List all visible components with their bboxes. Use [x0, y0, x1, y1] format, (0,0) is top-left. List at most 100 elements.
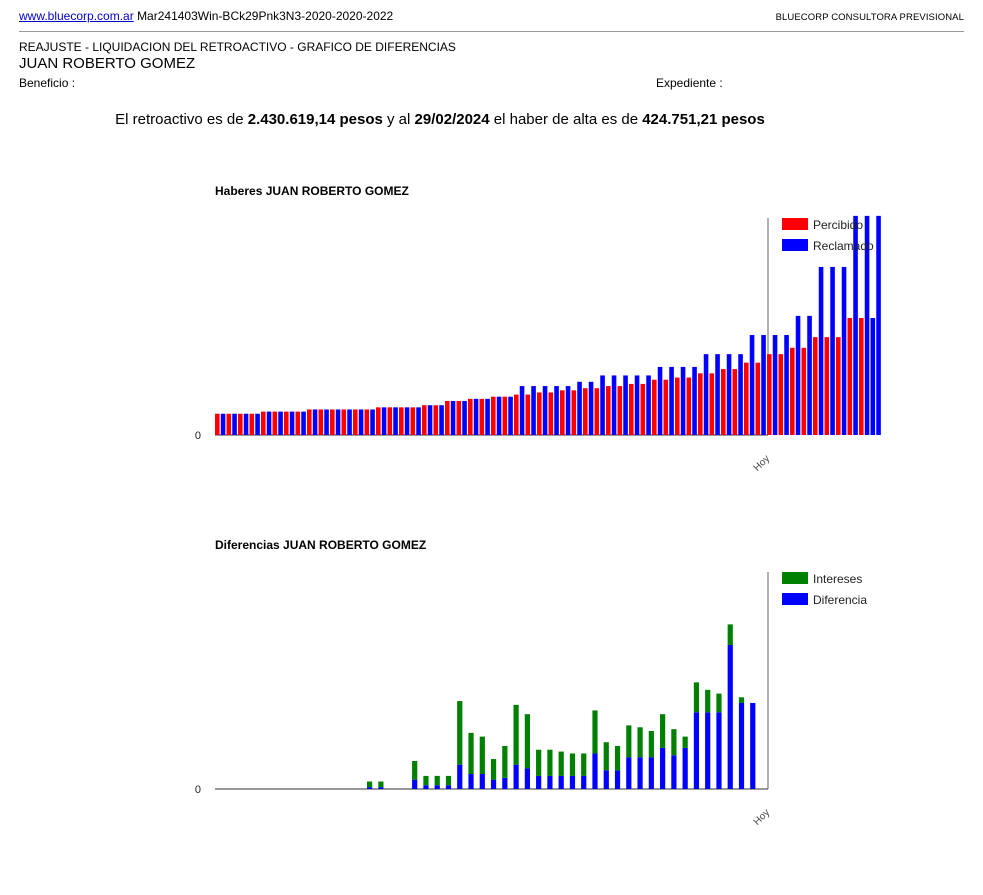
reclamado-bar: [519, 386, 525, 435]
reclamado-bar: [841, 266, 847, 435]
percibido-bar: [767, 354, 772, 435]
intereses-bar: [581, 753, 587, 776]
reclamado-bar: [347, 409, 352, 435]
diferencia-bar: [513, 764, 519, 789]
reclamado-bar: [772, 335, 778, 435]
percibido-bar: [617, 386, 623, 435]
reclamado-bar: [577, 381, 582, 435]
chart-2-hoy-tick: Hoy: [752, 807, 772, 827]
reclamado-bar: [830, 266, 835, 435]
summary-line: El retroactivo es de 2.430.619,14 pesos …: [0, 111, 880, 128]
diferencia-bar: [524, 768, 530, 789]
chart-1-title: Haberes JUAN ROBERTO GOMEZ: [215, 184, 409, 198]
intereses-bar: [626, 725, 632, 758]
percibido-bar: [698, 373, 703, 435]
reclamado-bar: [611, 375, 617, 435]
diferencia-bar: [581, 775, 587, 789]
brand-name: BLUECORP CONSULTORA PREVISIONAL: [775, 12, 964, 23]
diferencia-bar: [536, 775, 542, 789]
reclamado-bar: [715, 354, 720, 435]
intereses-bar: [705, 689, 711, 713]
reclamado-bar: [864, 215, 870, 435]
diferencia-bar: [660, 747, 666, 789]
intereses-bar: [660, 714, 666, 748]
reclamado-bar: [554, 386, 559, 435]
diferencia-bar: [592, 753, 598, 789]
percibido-bar: [491, 396, 496, 435]
percibido-bar: [341, 409, 347, 435]
percibido-bar: [468, 398, 473, 435]
reclamado-bar: [542, 386, 548, 435]
percibido-bar: [801, 347, 807, 435]
intereses-bar: [536, 749, 542, 776]
reclamado-bar: [657, 366, 663, 435]
reclamado-bar: [393, 407, 398, 435]
legend-reclamado-label: Reclamado: [813, 239, 874, 253]
intereses-bar: [592, 710, 598, 754]
document-title: REAJUSTE - LIQUIDACION DEL RETROACTIVO -…: [19, 40, 456, 54]
diferencia-bar: [434, 785, 440, 789]
reclamado-bar: [324, 409, 329, 435]
diferencia-bar: [603, 770, 609, 789]
reclamado-bar: [646, 375, 651, 435]
percibido-bar: [410, 407, 416, 435]
diferencia-bar: [479, 774, 485, 789]
reclamado-bar: [370, 409, 375, 435]
reclamado-bar: [669, 366, 674, 435]
reclamado-bar: [473, 398, 479, 435]
diferencia-bar: [614, 770, 621, 789]
percibido-bar: [755, 362, 761, 435]
reclamado-bar: [634, 375, 640, 435]
reclamado-bar: [680, 366, 686, 435]
reclamado-bar: [508, 396, 513, 435]
diferencia-bar: [682, 747, 688, 789]
intereses-bar: [693, 682, 700, 713]
percibido-bar: [686, 377, 692, 435]
percibido-bar: [709, 373, 715, 435]
percibido-bar: [295, 411, 301, 435]
percibido-bar: [422, 405, 427, 435]
intereses-bar: [468, 732, 474, 775]
reclamado-bar: [749, 335, 755, 435]
reclamado-bar: [266, 411, 272, 435]
site-link[interactable]: www.bluecorp.com.ar: [19, 9, 134, 23]
percibido-bar: [238, 413, 243, 435]
diferencia-bar: [716, 712, 722, 789]
legend-diferencia-swatch: [782, 593, 808, 605]
diferencia-bar: [423, 785, 429, 789]
intereses-bar: [513, 704, 519, 765]
intereses-bar: [367, 781, 373, 788]
reclamado-bar: [600, 375, 605, 435]
intereses-bar: [445, 775, 452, 786]
legend-intereses-label: Intereses: [813, 572, 862, 586]
percibido-bar: [571, 390, 577, 435]
percibido-bar: [790, 347, 795, 435]
diferencia-bar: [626, 757, 632, 789]
header-divider: [19, 31, 964, 32]
reclamado-bar: [243, 413, 249, 435]
intereses-bar: [412, 760, 418, 780]
intereses-bar: [648, 731, 654, 758]
percibido-bar: [525, 394, 531, 435]
percibido-bar: [594, 388, 600, 435]
intereses-bar: [524, 714, 530, 769]
reclamado-bar: [289, 411, 295, 435]
intereses-bar: [423, 775, 429, 786]
diferencia-bar: [648, 757, 654, 789]
intereses-bar: [637, 727, 643, 758]
percibido-bar: [272, 411, 278, 435]
diferencia-bar: [445, 785, 452, 789]
percibido-bar: [215, 413, 220, 435]
intereses-bar: [603, 742, 609, 771]
reclamado-bar: [301, 411, 306, 435]
intereses-bar: [682, 736, 688, 748]
reclamado-bar: [784, 335, 789, 435]
intereses-bar: [558, 751, 564, 776]
reclamado-bar: [335, 409, 341, 435]
reclamado-bar: [588, 381, 594, 435]
intereses-bar: [614, 745, 621, 771]
reclamado-bar: [485, 398, 490, 435]
legend-intereses-swatch: [782, 572, 808, 584]
reclamado-bar: [853, 215, 858, 435]
